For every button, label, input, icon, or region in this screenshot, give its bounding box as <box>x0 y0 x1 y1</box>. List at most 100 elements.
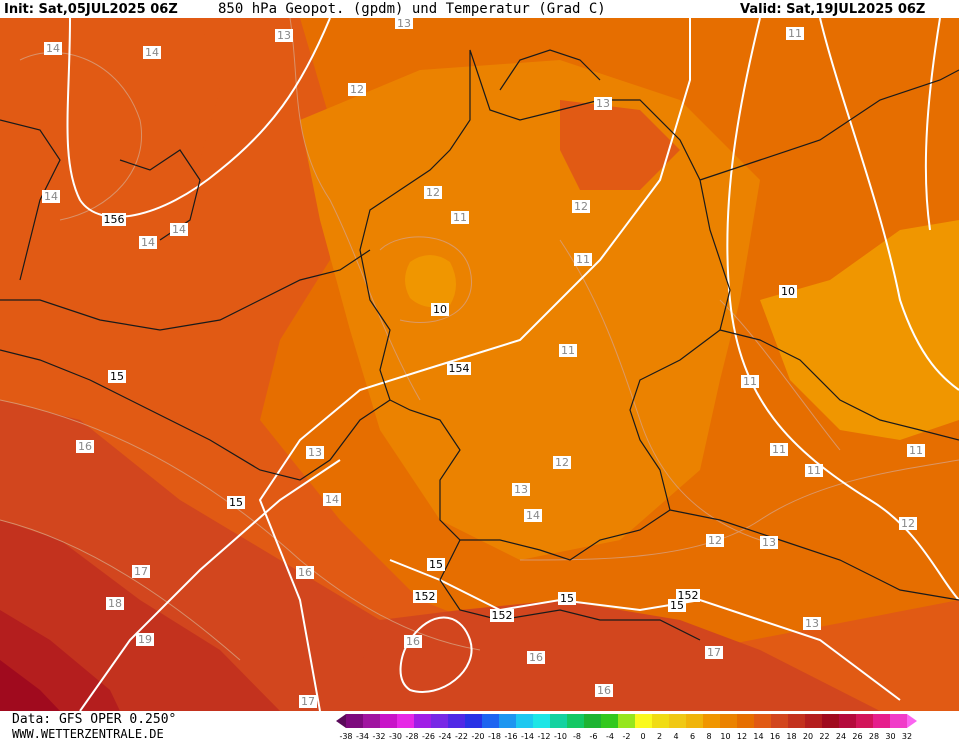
temp-label: 16 <box>76 440 94 453</box>
legend-swatch <box>431 714 448 728</box>
legend-tick-label: -6 <box>590 732 598 741</box>
legend-tick-label: 20 <box>803 732 813 741</box>
legend-tick-label: -8 <box>573 732 581 741</box>
country-borders <box>0 49 959 641</box>
temp-label: 12 <box>553 456 571 469</box>
svg-text:15: 15 <box>560 592 574 605</box>
svg-text:14: 14 <box>145 46 159 59</box>
isoline-150 <box>924 18 941 231</box>
geopotential-labels: 156 154 152 152 152 15 15 15 15 10 <box>102 213 797 622</box>
geopot-label: 15 <box>668 599 686 612</box>
legend-tick-label: -30 <box>389 732 402 741</box>
temp-label: 13 <box>395 18 413 30</box>
svg-text:14: 14 <box>46 42 60 55</box>
legend-tick-label: -24 <box>438 732 451 741</box>
map-canvas: 14 14 14 14 14 13 12 15 16 13 14 17 18 1… <box>0 18 959 711</box>
legend-swatch <box>397 714 414 728</box>
legend-tick-label: -20 <box>471 732 484 741</box>
temp-zone-10-east <box>760 220 959 440</box>
svg-text:13: 13 <box>308 446 322 459</box>
isoline-15-south <box>389 559 901 701</box>
temp-label: 11 <box>770 443 788 456</box>
legend-tick-label: 26 <box>852 732 862 741</box>
legend-swatch <box>363 714 380 728</box>
geopot-label: 15 <box>427 558 445 571</box>
legend-tick-label: -12 <box>537 732 550 741</box>
svg-text:16: 16 <box>78 440 92 453</box>
temp-label: 14 <box>139 236 157 249</box>
svg-text:14: 14 <box>141 236 155 249</box>
geopot-label: 152 <box>413 590 437 603</box>
weather-map: 14 14 14 14 14 13 12 15 16 13 14 17 18 1… <box>0 18 959 711</box>
legend-tick-label: -32 <box>372 732 385 741</box>
legend-swatch <box>669 714 686 728</box>
temp-label: 19 <box>136 633 154 646</box>
legend-swatch <box>703 714 720 728</box>
legend-swatch <box>516 714 533 728</box>
temp-label: 12 <box>348 83 366 96</box>
legend-swatch <box>601 714 618 728</box>
legend-swatch <box>839 714 856 728</box>
map-title: 850 hPa Geopot. (gpdm) und Temperatur (G… <box>218 1 606 17</box>
temp-label: 15 <box>108 370 126 383</box>
temp-label: 16 <box>595 684 613 697</box>
legend-swatch <box>567 714 584 728</box>
color-legend-ticks: -38 -34 -32 -30 -28 -26 -24 -22 -20 -18 -16 -14 -12-… <box>339 732 912 741</box>
svg-text:14: 14 <box>44 190 58 203</box>
temp-label: 16 <box>404 635 422 648</box>
legend-swatch <box>652 714 669 728</box>
svg-text:11: 11 <box>772 443 786 456</box>
temp-label: 13 <box>594 97 612 110</box>
legend-swatch <box>788 714 805 728</box>
temp-label: 10 <box>431 303 449 316</box>
temp-label: 14 <box>44 42 62 55</box>
legend-tick-label: 28 <box>869 732 879 741</box>
temp-label: 11 <box>559 344 577 357</box>
svg-text:18: 18 <box>108 597 122 610</box>
svg-text:14: 14 <box>325 493 339 506</box>
svg-text:13: 13 <box>397 18 411 30</box>
legend-swatch <box>482 714 499 728</box>
germany-border <box>359 49 731 561</box>
geopot-label: 156 <box>102 213 126 226</box>
legend-tick-label: -22 <box>455 732 468 741</box>
svg-text:16: 16 <box>298 566 312 579</box>
legend-tick-label: 16 <box>770 732 780 741</box>
website-link[interactable]: WWW.WETTERZENTRALE.DE <box>12 727 164 741</box>
temp-label: 14 <box>42 190 60 203</box>
isoline-15-west <box>79 459 341 711</box>
temp-label: 18 <box>106 597 124 610</box>
legend-swatch <box>635 714 652 728</box>
svg-text:12: 12 <box>555 456 569 469</box>
temp-label: 12 <box>706 534 724 547</box>
legend-tick-label: 32 <box>902 732 912 741</box>
svg-text:19: 19 <box>138 633 152 646</box>
svg-text:154: 154 <box>449 362 470 375</box>
svg-text:11: 11 <box>807 464 821 477</box>
svg-text:13: 13 <box>762 536 776 549</box>
svg-text:16: 16 <box>597 684 611 697</box>
temp-label: 11 <box>574 253 592 266</box>
svg-text:11: 11 <box>788 27 802 40</box>
legend-swatch <box>346 714 363 728</box>
svg-text:14: 14 <box>172 223 186 236</box>
temp-label: 13 <box>306 446 324 459</box>
legend-tick-label: 22 <box>819 732 829 741</box>
svg-text:11: 11 <box>561 344 575 357</box>
legend-tick-label: -16 <box>504 732 517 741</box>
legend-swatch <box>822 714 839 728</box>
svg-text:10: 10 <box>781 285 795 298</box>
legend-tick-label: 0 <box>640 732 645 741</box>
svg-text:152: 152 <box>415 590 436 603</box>
geopot-label: 152 <box>676 589 700 602</box>
legend-swatch <box>737 714 754 728</box>
svg-text:12: 12 <box>901 517 915 530</box>
temp-label: 11 <box>805 464 823 477</box>
temp-label: 12 <box>424 186 442 199</box>
svg-text:13: 13 <box>805 617 819 630</box>
valid-time: Valid: Sat,19JUL2025 06Z <box>740 2 926 17</box>
isoline-152-ne <box>819 18 959 391</box>
svg-text:12: 12 <box>350 83 364 96</box>
temp-label: 14 <box>143 46 161 59</box>
legend-arrow-left <box>336 714 346 728</box>
